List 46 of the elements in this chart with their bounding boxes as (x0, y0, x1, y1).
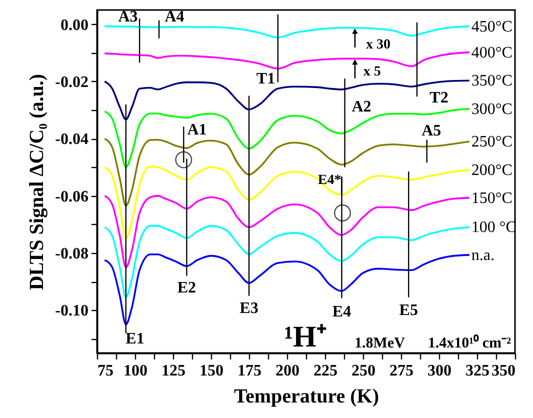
x-tick-label: 350 (492, 362, 516, 380)
annotation: x 5 (363, 64, 381, 80)
annotation: 1.8MeV (354, 336, 406, 352)
x-tick-label: 250 (352, 362, 376, 380)
annotation: E5 (399, 302, 418, 320)
x-tick-label: 225 (314, 362, 338, 380)
annotation: A5 (422, 122, 442, 140)
x-tick-label: 300 (428, 362, 452, 380)
x-axis-title: Temperature (K) (234, 386, 379, 408)
annotation: E4 (332, 303, 352, 320)
x-tick-label: 100 (124, 362, 148, 380)
x-tick-label: 200 (276, 362, 300, 380)
annotation: E1 (126, 330, 144, 348)
series-label: n.a. (471, 246, 495, 264)
annotation: A4 (164, 8, 184, 26)
annotation: T1 (256, 70, 276, 88)
y-axis-title: DLTS Signal ΔC/C₀ (a.u.) (26, 74, 48, 290)
y-tick-label: -0.06 (55, 188, 88, 206)
annotation: A3 (118, 8, 138, 26)
y-tick-label: -0.10 (55, 302, 88, 320)
series-label: 200°C (471, 162, 512, 180)
series-label: 300°C (471, 100, 512, 118)
annotation: 1.4x10¹⁰ cm⁻² (428, 334, 512, 352)
x-tick-label: 125 (162, 362, 186, 380)
x-tick-label: 150 (200, 362, 224, 380)
x-tick-label: 325 (466, 362, 490, 380)
x-tick-label: 75 (98, 362, 114, 380)
y-tick-label: -0.04 (55, 131, 88, 148)
x-tick-label: 275 (390, 362, 414, 380)
series-label: 150°C (471, 190, 512, 207)
y-tick-label: -0.02 (55, 74, 88, 91)
x-tick-label: 175 (238, 362, 262, 380)
annotation: E4* (318, 172, 342, 188)
annotation: T2 (430, 89, 448, 106)
annotation: E3 (240, 300, 258, 318)
annotation: E2 (177, 279, 196, 296)
series-label: 450°C (471, 18, 512, 36)
y-tick-label: -0.08 (55, 245, 88, 262)
annotation: ¹H⁺ (284, 320, 326, 354)
y-tick-label: 0.00 (60, 16, 88, 34)
annotation: x 30 (366, 37, 390, 52)
annotation: A2 (352, 98, 372, 116)
series-label: 250°C (471, 133, 512, 150)
annotation: A1 (187, 121, 207, 138)
series-label: 400°C (471, 44, 512, 62)
series-label: 350°C (471, 72, 512, 90)
